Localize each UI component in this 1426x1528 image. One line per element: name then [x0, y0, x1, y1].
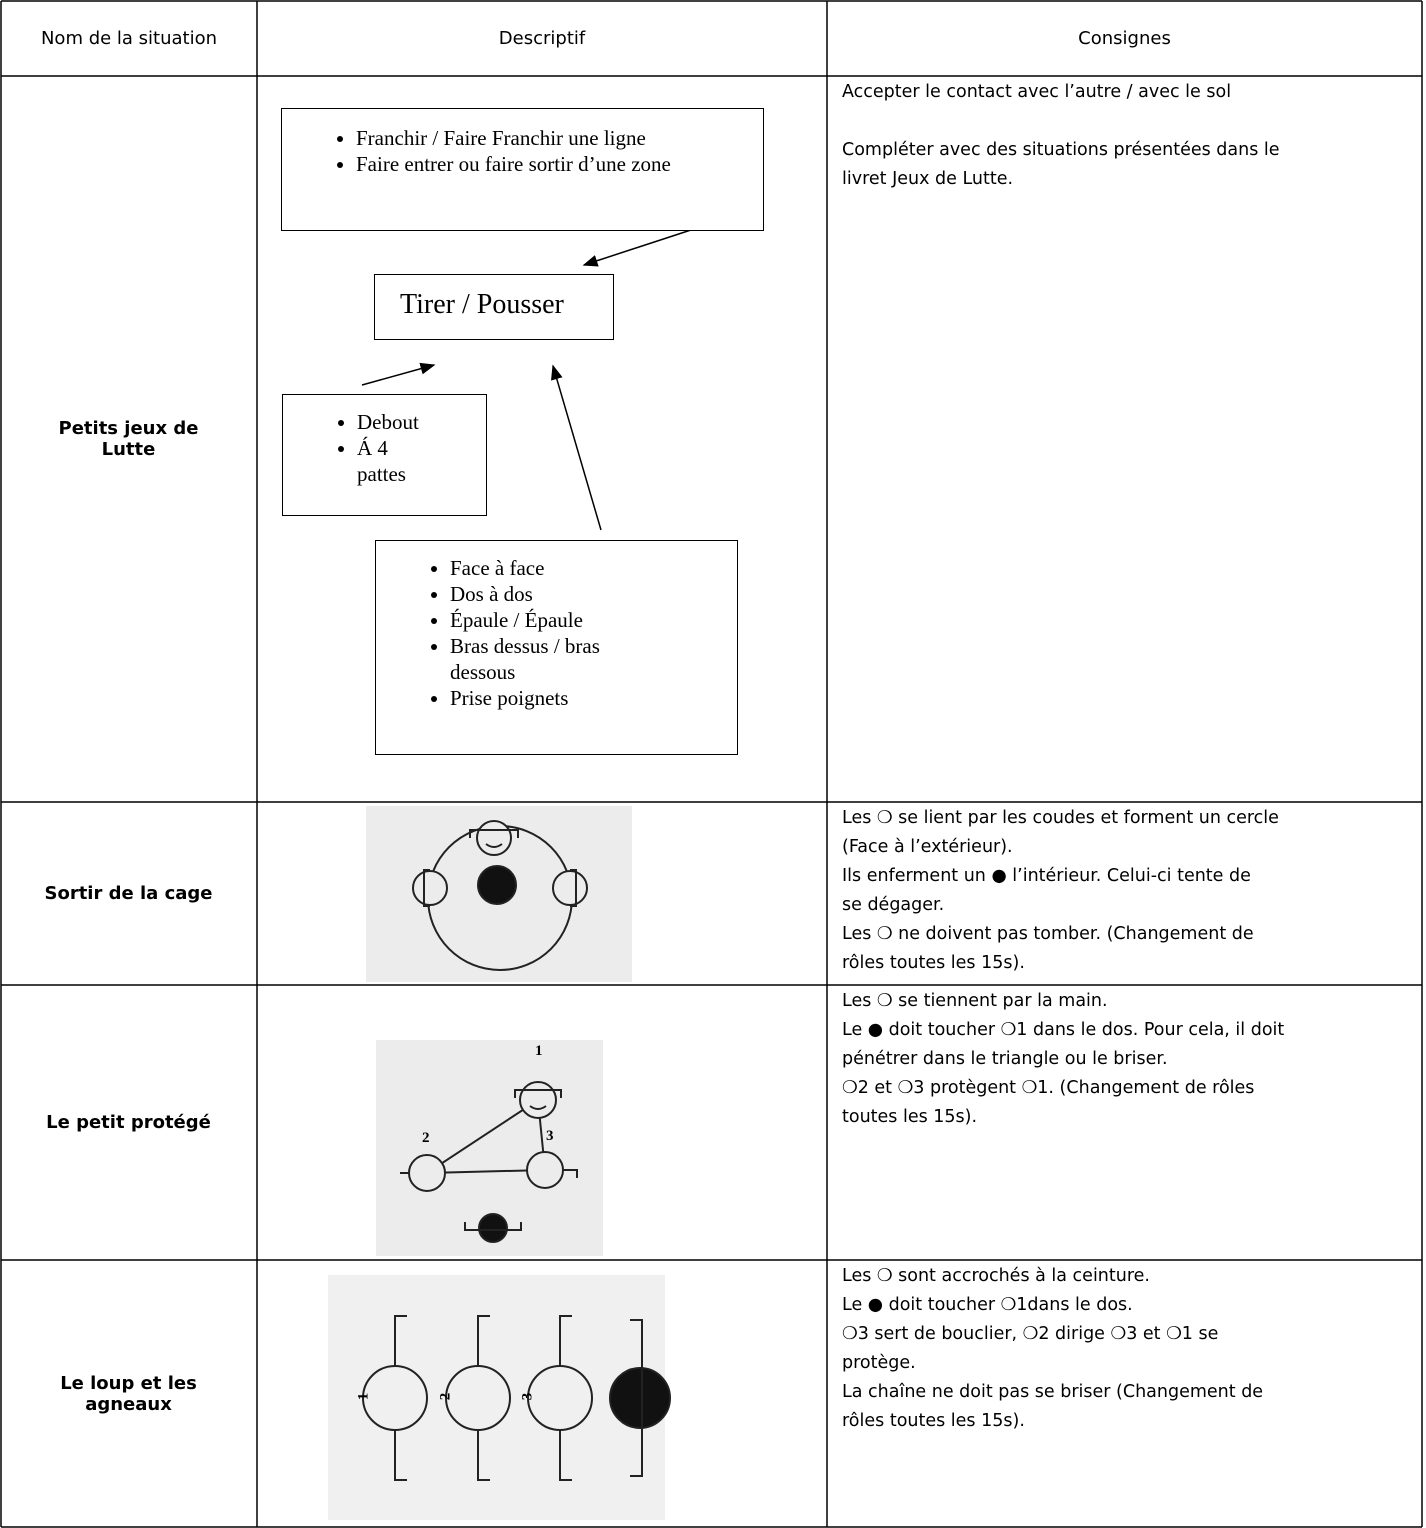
consignes: Les ❍ se lient par les coudes et forment… — [842, 804, 1417, 983]
figure-label: 3 — [519, 1392, 536, 1401]
diagram-item: Face à face — [450, 555, 650, 581]
diagram-item: Debout — [357, 409, 437, 435]
situation-name: Petits jeux de Lutte — [58, 418, 199, 460]
figure-label: 2 — [422, 1130, 430, 1146]
situation-name: Sortir de la cage — [44, 883, 213, 904]
diagram-item: Franchir / Faire Franchir une ligne — [356, 125, 706, 151]
figure-label: 1 — [535, 1043, 543, 1059]
consigne-line: Les ❍ se lient par les coudes et forment… — [842, 808, 1279, 828]
consigne-line: Les ❍ se tiennent par la main. — [842, 991, 1108, 1011]
diagram-item: Faire entrer ou faire sortir d’une zone — [356, 151, 706, 177]
consignes: Les ❍ se tiennent par la main. Le ● doit … — [842, 987, 1417, 1258]
diagram-item: Épaule / Épaule — [450, 607, 650, 633]
consigne-line: protège. — [842, 1353, 916, 1373]
figure-triangle — [376, 1040, 603, 1256]
consigne-line: (Face à l’extérieur). — [842, 837, 1013, 857]
header-cell: Consignes — [1078, 28, 1171, 49]
figure-label: 2 — [437, 1392, 454, 1401]
consignes: Accepter le contact avec l’autre / avec … — [842, 78, 1417, 800]
diagram-center: Tirer / Pousser — [374, 274, 614, 340]
consigne-line: pénétrer dans le triangle ou le briser. — [842, 1049, 1168, 1069]
consigne-line: Les ❍ sont accrochés à la ceinture. — [842, 1266, 1150, 1286]
figure-label: 3 — [546, 1128, 554, 1144]
consigne-line: Ils enferment un ● l’intérieur. Celui-ci… — [842, 866, 1251, 886]
figure-cage — [366, 806, 632, 982]
consigne-line: toutes les 15s). — [842, 1107, 978, 1127]
diagram-box: Franchir / Faire Franchir une ligneFaire… — [281, 108, 764, 231]
consigne-line: se dégager. — [842, 895, 945, 915]
consigne-line: livret Jeux de Lutte. — [842, 169, 1014, 189]
consigne-line: rôles toutes les 15s). — [842, 953, 1025, 973]
situation-name: Le loup et les agneaux — [60, 1372, 197, 1415]
consigne-line: Les ❍ ne doivent pas tomber. (Changement… — [842, 924, 1254, 944]
figure-chain — [328, 1275, 671, 1520]
consigne-line: Accepter le contact avec l’autre / avec … — [842, 82, 1232, 102]
diagram-item: Á 4 pattes — [357, 435, 437, 487]
diagram-item: Dos à dos — [450, 581, 650, 607]
diagram-box: DeboutÁ 4 pattes — [282, 394, 487, 516]
diagram-box: Face à faceDos à dosÉpaule / ÉpauleBras … — [375, 540, 738, 755]
consigne-line: ❍2 et ❍3 protègent ❍1. (Changement de rô… — [842, 1078, 1255, 1098]
diagram-list: DeboutÁ 4 pattes — [283, 409, 486, 487]
consigne-line: Le ● doit toucher ❍1 dans le dos. Pour c… — [842, 1020, 1285, 1040]
diagram-list: Face à faceDos à dosÉpaule / ÉpauleBras … — [376, 555, 737, 711]
diagram-item: Prise poignets — [450, 685, 650, 711]
situation-name: Le petit protégé — [46, 1112, 211, 1133]
diagram-list: Franchir / Faire Franchir une ligneFaire… — [282, 125, 763, 177]
consigne-line: ❍3 sert de bouclier, ❍2 dirige ❍3 et ❍1 … — [842, 1324, 1219, 1344]
header-cell: Nom de la situation — [40, 28, 218, 49]
diagram-item: Bras dessus / bras dessous — [450, 633, 650, 685]
consignes: Les ❍ sont accrochés à la ceinture. Le ● … — [842, 1262, 1417, 1525]
header-cell: Descriptif — [498, 28, 586, 49]
consigne-line: Le ● doit toucher ❍1dans le dos. — [842, 1295, 1133, 1315]
consigne-line: rôles toutes les 15s). — [842, 1411, 1025, 1431]
arrows — [361, 227, 698, 531]
figure-label: 1 — [355, 1392, 372, 1401]
consigne-line: Compléter avec des situations présentées… — [842, 140, 1280, 160]
consigne-line: La chaîne ne doit pas se briser (Changem… — [842, 1382, 1264, 1402]
